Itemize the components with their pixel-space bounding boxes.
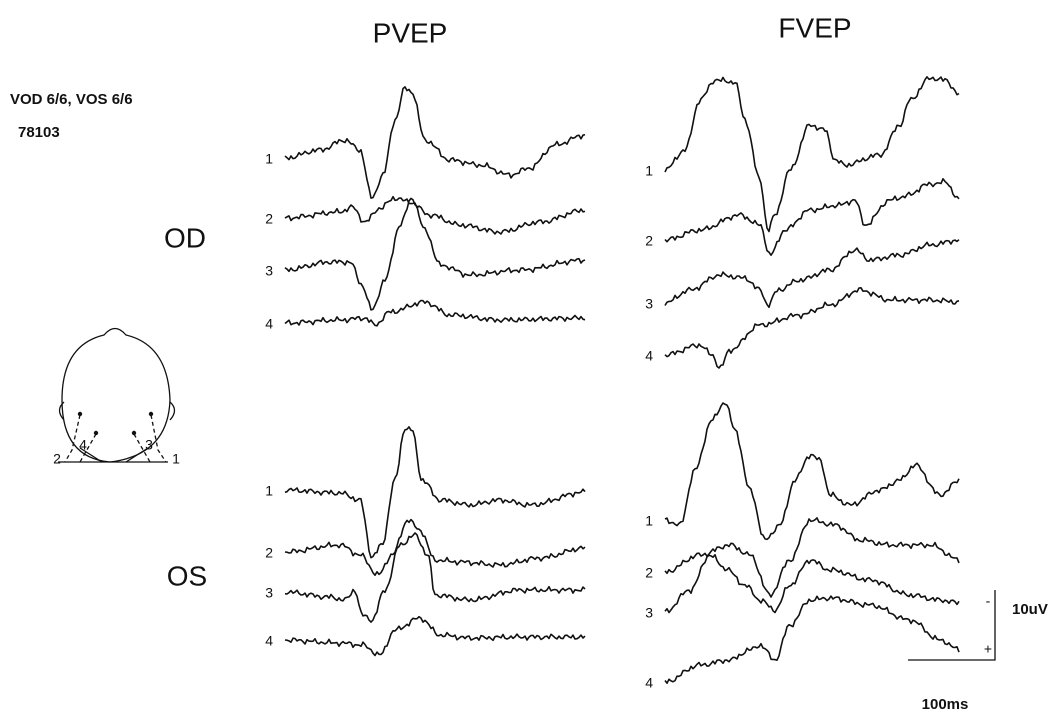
ear: [58, 401, 65, 421]
trace-label: 2: [645, 233, 653, 249]
electrode-label: 2: [53, 451, 61, 467]
waveform: [284, 299, 586, 327]
scale-sign: -: [986, 593, 991, 609]
waveform: [664, 402, 960, 541]
waveform: [284, 518, 586, 576]
trace-label: 4: [645, 675, 653, 691]
patient-id: 78103: [18, 124, 60, 141]
trace-label: 3: [645, 296, 653, 312]
trace-label: 2: [265, 545, 273, 561]
waveform: [284, 195, 586, 235]
ear: [169, 401, 176, 421]
column-title: PVEP: [373, 17, 448, 48]
column-title: FVEP: [778, 12, 851, 43]
trace-label: 4: [265, 633, 273, 649]
waveform: [284, 615, 586, 657]
scale-lines: [908, 590, 996, 661]
trace-label: 1: [265, 151, 273, 167]
amplitude-scale: 10uV: [1012, 601, 1048, 618]
trace-label: 1: [645, 163, 653, 179]
acuity: VOD 6/6, VOS 6/6: [10, 91, 133, 108]
trace-label: 3: [265, 263, 273, 279]
electrode: [77, 411, 83, 417]
reference-lines: [79, 447, 149, 463]
waveform: [664, 287, 960, 369]
electrode: [93, 430, 99, 436]
waveform: [664, 517, 960, 598]
waveform: [664, 554, 960, 614]
electrode-label: 4: [79, 437, 87, 453]
waveform: [664, 239, 960, 309]
waveform: [664, 595, 960, 684]
trace-label: 2: [265, 211, 273, 227]
scale-bar: - + 10uV 100ms: [908, 590, 1048, 713]
trace-label: 3: [645, 605, 653, 621]
trace-label: 3: [265, 585, 273, 601]
row-label: OD: [164, 222, 206, 253]
waveform: [284, 426, 586, 559]
trace-label: 4: [645, 348, 653, 364]
row-label: OS: [167, 560, 207, 591]
time-scale: 100ms: [922, 696, 969, 713]
trace-label: 1: [265, 483, 273, 499]
electrode-label: 3: [145, 437, 153, 453]
waveform: [284, 532, 586, 623]
scale-sign: +: [984, 641, 992, 657]
waveform: [284, 197, 586, 311]
electrode: [148, 411, 154, 417]
waveform: [664, 178, 960, 256]
waveform: [664, 76, 960, 233]
traces: 1 2 3 4 1 2 3 4 1 2 3 4 1 2 3 4: [265, 76, 960, 691]
electrode-leads: [64, 414, 167, 463]
electrode: [131, 430, 137, 436]
waveform: [284, 86, 586, 199]
trace-label: 4: [265, 316, 273, 332]
trace-label: 1: [645, 513, 653, 529]
head-diagram: 2 4 3 1: [53, 327, 180, 467]
electrode-label: 1: [172, 451, 180, 467]
trace-label: 2: [645, 565, 653, 581]
